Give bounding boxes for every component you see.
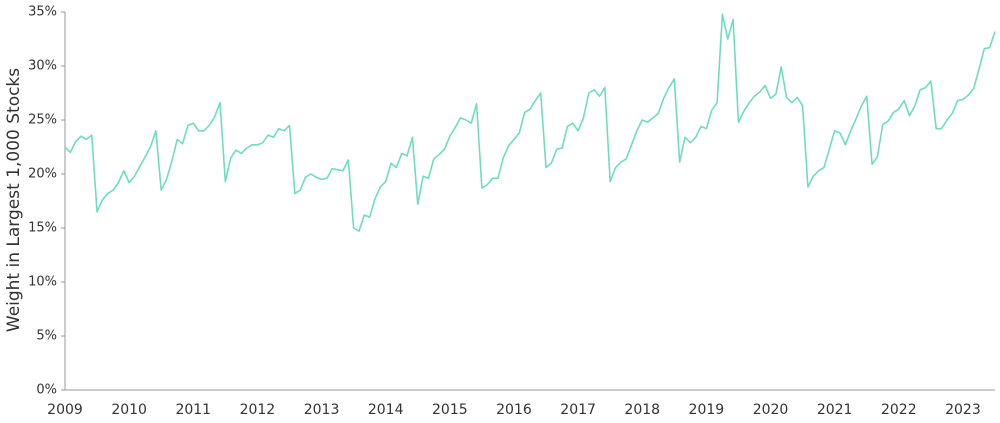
x-tick-label: 2020 xyxy=(753,402,789,418)
x-tick-label: 2023 xyxy=(945,402,981,418)
x-tick-label: 2014 xyxy=(368,402,404,418)
x-tick-label: 2018 xyxy=(624,402,660,418)
x-tick-label: 2021 xyxy=(817,402,853,418)
y-tick-label: 25% xyxy=(28,113,57,128)
y-tick-label: 10% xyxy=(28,275,57,290)
x-tick-label: 2012 xyxy=(240,402,276,418)
x-tick-label: 2013 xyxy=(304,402,340,418)
x-tick-label: 2016 xyxy=(496,402,532,418)
x-tick-label: 2011 xyxy=(175,402,211,418)
x-tick-label: 2022 xyxy=(881,402,917,418)
x-tick-label: 2019 xyxy=(689,402,725,418)
y-tick-label: 30% xyxy=(28,59,57,74)
x-tick-label: 2010 xyxy=(111,402,147,418)
y-tick-label: 5% xyxy=(36,329,57,344)
x-tick-label: 2015 xyxy=(432,402,468,418)
y-tick-label: 35% xyxy=(28,5,57,20)
y-tick-label: 0% xyxy=(36,383,57,398)
x-tick-label: 2009 xyxy=(47,402,83,418)
y-axis-label: Weight in Largest 1,000 Stocks xyxy=(4,68,24,332)
data-line xyxy=(64,13,996,233)
y-tick-label: 15% xyxy=(28,221,57,236)
y-tick-label: 20% xyxy=(28,167,57,182)
x-tick-label: 2017 xyxy=(560,402,596,418)
